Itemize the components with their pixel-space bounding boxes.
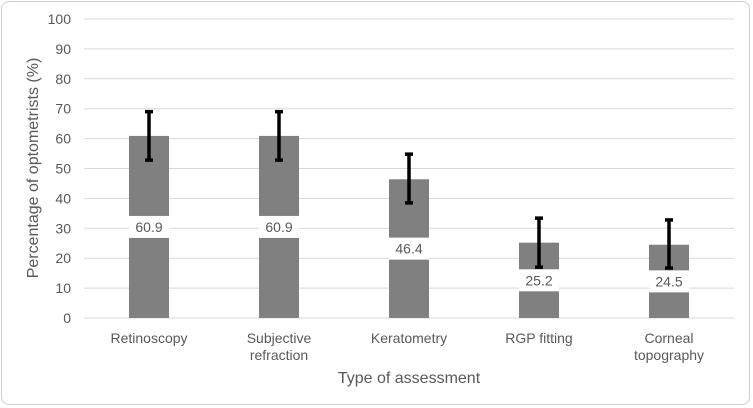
data-label: 46.4: [395, 241, 422, 257]
data-label-box: [519, 269, 559, 292]
data-label: 25.2: [525, 272, 552, 288]
x-tick-label: Corneal: [644, 330, 693, 346]
data-label: 24.5: [655, 273, 682, 289]
y-tick-label: 40: [55, 190, 71, 206]
y-tick-label: 20: [55, 250, 71, 266]
y-tick-label: 70: [55, 101, 71, 117]
x-tick-label: refraction: [250, 347, 308, 363]
data-label-box: [259, 215, 299, 238]
y-tick-label: 50: [55, 161, 71, 177]
data-label: 60.9: [265, 219, 292, 235]
y-tick-label: 30: [55, 220, 71, 236]
x-tick-label: topography: [634, 347, 704, 363]
data-label-box: [129, 215, 169, 238]
y-tick-label: 60: [55, 131, 71, 147]
y-tick-label: 10: [55, 280, 71, 296]
y-tick-label: 90: [55, 41, 71, 57]
x-tick-label: Keratometry: [371, 330, 447, 346]
y-tick-label: 80: [55, 71, 71, 87]
x-tick-label: Subjective: [247, 330, 312, 346]
y-tick-label: 100: [48, 11, 72, 27]
y-tick-label: 0: [63, 310, 71, 326]
data-label-box: [389, 237, 429, 260]
x-tick-label: Retinoscopy: [110, 330, 187, 346]
x-tick-label: RGP fitting: [505, 330, 572, 346]
y-axis-label: Percentage of optometrists (%): [25, 58, 42, 279]
data-label-box: [649, 270, 689, 293]
x-axis-label: Type of assessment: [338, 370, 481, 387]
data-label: 60.9: [135, 219, 162, 235]
